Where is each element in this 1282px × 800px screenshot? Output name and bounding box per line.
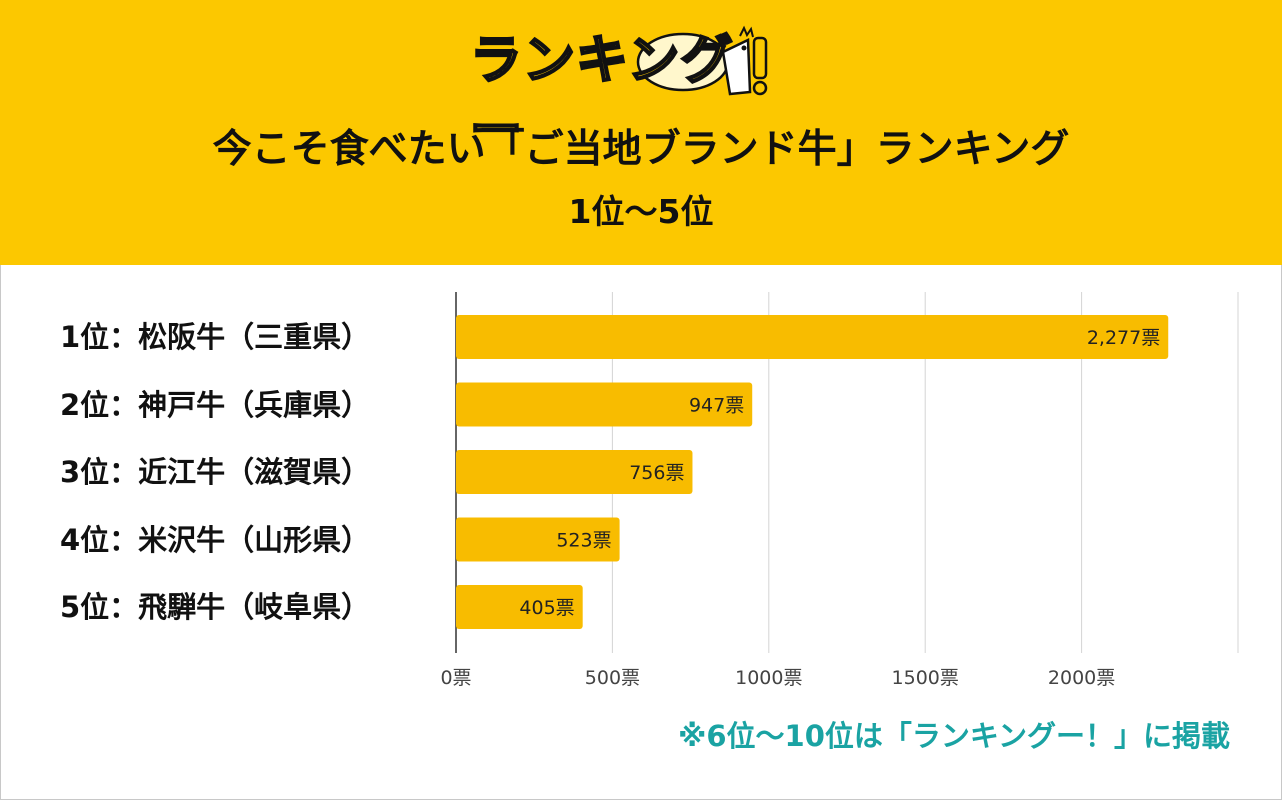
bar-value-label: 947票 (689, 395, 744, 417)
x-tick-label: 2000票 (1048, 667, 1115, 689)
bar-value-label: 523票 (556, 530, 611, 552)
category-label: 4位：米沢牛（山形県） (60, 522, 371, 557)
logo-text: ランキングー (469, 30, 734, 163)
header-banner: ランキングー 今こそ食べたい「ご当地ブランド牛」ランキング 1位～5位 (0, 0, 1282, 265)
category-label: 2位：神戸牛（兵庫県） (60, 387, 371, 422)
ranking-logo-mascot-icon (636, 25, 768, 96)
bar-value-label: 405票 (519, 597, 574, 619)
x-tick-label: 1500票 (892, 667, 959, 689)
category-label: 1位：松阪牛（三重県） (60, 320, 371, 354)
bar-value-label: 756票 (629, 462, 684, 484)
bar (456, 450, 693, 494)
chart-subtitle: 1位～5位 (568, 192, 714, 231)
footer-note: ※6位～10位は「ランキングー！」に掲載 (678, 719, 1230, 753)
x-tick-label: 1000票 (735, 667, 802, 689)
bar (456, 517, 620, 562)
x-tick-label: 500票 (585, 667, 640, 689)
bar (456, 585, 583, 629)
bar (456, 382, 753, 427)
x-tick-label: 0票 (440, 667, 471, 689)
category-label: 5位：飛騨牛（岐阜県） (60, 590, 371, 624)
bar-value-label: 2,277票 (1087, 327, 1160, 349)
bar (456, 315, 1169, 359)
chart-title: 今こそ食べたい「ご当地ブランド牛」ランキング (212, 127, 1070, 172)
category-label: 3位：近江牛（滋賀県） (60, 455, 371, 489)
